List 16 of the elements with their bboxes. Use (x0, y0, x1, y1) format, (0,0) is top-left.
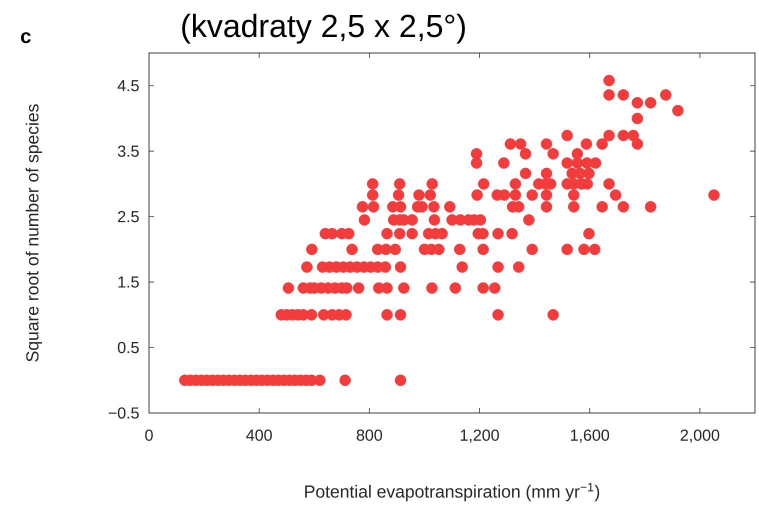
y-tick-label: 4.5 (118, 80, 139, 92)
text: c (20, 32, 31, 44)
y-tick-label: 0.5 (118, 342, 139, 354)
y-tick-label: 1.5 (118, 276, 139, 288)
x-tick-label: 0 (145, 430, 153, 441)
chart-title: (kvadraty 2,5 x 2,5°) (182, 14, 465, 44)
y-axis-title: Square root of number of species (26, 104, 42, 362)
x-tick-label: 1,600 (570, 430, 610, 443)
x-tick-label: 1,200 (460, 430, 499, 443)
y-tick-label: 2.5 (118, 210, 139, 222)
x-tick-label: 800 (356, 430, 382, 441)
y-tick-label: −0.5 (108, 407, 139, 419)
x-tick-label: 2,000 (680, 430, 720, 443)
y-tick-label: 3.5 (118, 146, 139, 157)
x-axis-title: Potential evapotranspiration (mm yr$^{−1}$) (305, 482, 600, 502)
x-tick-label: 400 (246, 430, 272, 441)
